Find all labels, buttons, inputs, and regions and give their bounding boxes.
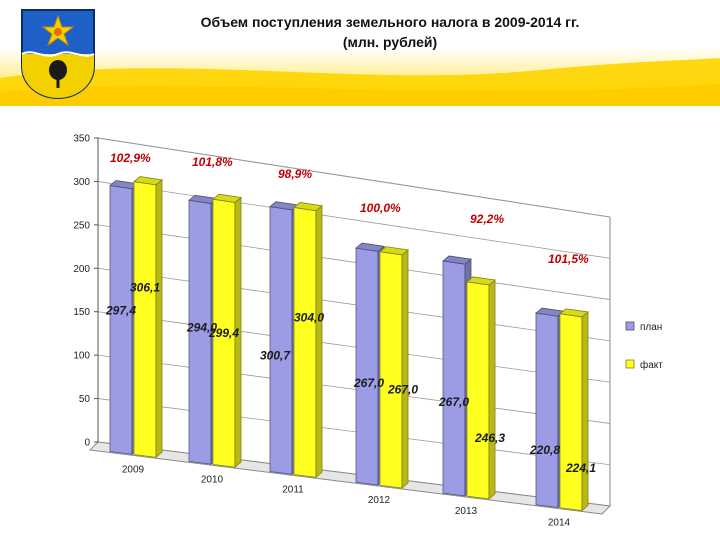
plan-value-label: 294,0 (186, 320, 217, 334)
fact-bar-2011-side (315, 204, 323, 479)
fact-value-label: 299,4 (208, 326, 239, 340)
plan-value-label: 267,0 (438, 395, 469, 409)
fact-bar-2009 (133, 176, 163, 459)
header-wave-decoration (0, 58, 720, 106)
chart-y-axis: 0 50 100 150 200 250 300 350 (73, 134, 99, 449)
fact-bar-2012 (379, 246, 409, 489)
plan-value-label: 267,0 (353, 376, 384, 390)
percent-label: 101,8% (192, 155, 233, 169)
y-tick-label: 100 (73, 351, 90, 362)
chart-bars (109, 176, 589, 512)
legend-label: факт (640, 359, 663, 371)
x-tick-label: 2011 (282, 484, 304, 495)
plan-value-label: 300,7 (260, 349, 291, 363)
fact-value-label: 246,3 (474, 431, 505, 445)
plan-bar-2012-front (355, 247, 379, 486)
plan-bar-2011-front (269, 206, 293, 475)
gridline (97, 224, 611, 300)
fact-bar-2014-front (559, 313, 583, 511)
chart-plot-area (88, 137, 612, 515)
plan-bar-2014-front (535, 312, 559, 508)
chart-gridlines (97, 137, 611, 466)
percent-label: 98,9% (278, 167, 312, 181)
x-tick-label: 2009 (122, 464, 145, 475)
gridline (97, 137, 611, 218)
chart-x-axis: 2009 2010 2011 2012 2013 2014 (122, 464, 571, 528)
plan-bar-2013-front (442, 260, 466, 497)
y-tick-label: 150 (73, 307, 90, 318)
x-tick-label: 2010 (201, 474, 224, 485)
gridline (97, 398, 611, 466)
legend-swatch (625, 321, 635, 331)
fact-bar-2011 (293, 202, 323, 479)
fact-bar-2009-top (133, 176, 163, 186)
plan-bar-2012-top (355, 242, 385, 252)
y-tick-label: 200 (73, 264, 90, 275)
y-tick-label: 300 (73, 177, 90, 188)
fact-bar-2010-top (212, 193, 242, 203)
fact-bar-2013-side (488, 279, 496, 500)
x-tick-label: 2014 (548, 518, 571, 529)
x-tick-label: 2013 (455, 506, 478, 517)
fact-bar-2012-front (379, 251, 403, 489)
fact-bar-2014 (559, 308, 589, 512)
fact-value-label: 306,1 (130, 281, 160, 295)
fact-bar-2012-top (379, 246, 409, 256)
fact-bar-2013-top (466, 276, 496, 286)
percent-label: 102,9% (110, 151, 151, 165)
fact-bar-2011-top (293, 202, 323, 212)
fact-bar-2014-top (559, 308, 589, 318)
plan-bar-2009-front (109, 185, 133, 455)
fact-bar-2009-side (155, 179, 163, 459)
city-coat-of-arms-icon (21, 9, 95, 100)
percent-label: 92,2% (470, 212, 504, 226)
fact-value-label: 304,0 (294, 310, 324, 324)
percent-label: 100,0% (360, 201, 401, 215)
slide-title: Объем поступления земельного налога в 20… (130, 12, 650, 52)
x-tick-label: 2012 (368, 495, 391, 506)
fact-bar-2013-front (466, 281, 490, 500)
fact-bar-2012-side (401, 249, 409, 489)
legend-swatch (625, 359, 635, 369)
y-tick-label: 50 (79, 394, 91, 405)
chart-percent-labels: 102,9% 101,8% 98,9% 100,0% 92,2% 101,5% (110, 151, 589, 266)
plan-bar-2013-top (442, 255, 472, 265)
gridline (97, 267, 611, 342)
slide-title-line-1: Объем поступления земельного налога в 20… (200, 14, 580, 30)
fact-bar-2013 (466, 276, 496, 500)
fact-bar-2010 (212, 193, 242, 468)
gridline (97, 311, 611, 383)
slide-title-line-2: (млн. рублей) (342, 34, 438, 50)
fact-value-label: 224,1 (565, 461, 596, 475)
percent-label: 101,5% (548, 252, 589, 266)
fact-bar-2011-front (293, 206, 317, 478)
fact-bar-2014-side (581, 311, 589, 512)
gridline (97, 354, 611, 424)
slide-header: Объем поступления земельного налога в 20… (0, 0, 720, 106)
fact-bar-2009-front (133, 181, 157, 458)
plan-value-label: 297,4 (105, 303, 136, 317)
y-tick-label: 350 (73, 134, 90, 145)
fact-value-label: 267,0 (387, 383, 418, 397)
y-tick-label: 0 (84, 438, 90, 449)
chart-legend: план факт (625, 321, 663, 371)
y-tick-label: 250 (73, 220, 90, 231)
gridline (97, 181, 611, 259)
plan-value-label: 220,8 (529, 443, 560, 457)
legend-label: план (640, 322, 662, 333)
